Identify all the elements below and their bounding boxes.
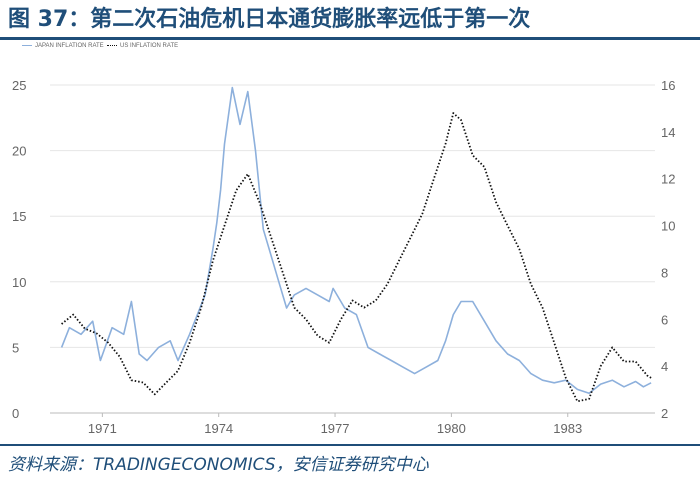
source-note: 资料来源：TRADINGECONOMICS，安信证券研究中心 [8,455,429,475]
right-tick-label: 12 [661,172,675,187]
x-tick-label: 1977 [321,421,350,436]
left-tick-label: 5 [12,340,19,355]
x-tick-label: 1974 [204,421,233,436]
series-line-us [61,112,652,403]
right-tick-label: 4 [661,359,668,374]
right-y-axis: 2 4 6 8 10 12 14 16 [661,78,675,421]
x-tick-label: 1980 [437,421,466,436]
left-tick-label: 10 [12,275,26,290]
inflation-line-chart: 0 5 10 15 20 25 2 4 6 8 10 12 14 16 1971 1974 1977 1980… [12,78,675,436]
chart-title: 图 37：第二次石油危机日本通货膨胀率远低于第一次 [8,7,531,32]
legend-label-us: US INFLATION RATE [120,43,179,49]
legend-item-japan: JAPAN INFLATION RATE [22,43,104,49]
legend-swatch-japan [22,44,32,46]
legend-item-us: US INFLATION RATE [107,43,178,49]
right-tick-label: 2 [661,406,668,421]
left-y-axis: 0 5 10 15 20 25 [12,78,26,421]
legend-label-japan: JAPAN INFLATION RATE [35,43,104,49]
plot-area [60,86,652,403]
x-tick-label: 1971 [88,421,117,436]
right-tick-label: 10 [661,219,675,234]
left-tick-label: 25 [12,78,26,93]
x-axis: 1971 1974 1977 1980 1983 [50,412,655,436]
footer-divider [0,444,700,446]
right-tick-label: 8 [661,265,668,280]
x-tick-label: 1983 [553,421,582,436]
right-tick-label: 6 [661,312,668,327]
right-tick-label: 16 [661,78,675,93]
left-tick-label: 20 [12,144,26,159]
grid-lines [50,84,655,414]
left-tick-label: 0 [12,406,19,421]
left-tick-label: 15 [12,209,26,224]
title-divider [0,37,700,40]
series-line-japan [60,86,652,395]
right-tick-label: 14 [661,125,675,140]
legend-swatch-us [107,44,117,46]
